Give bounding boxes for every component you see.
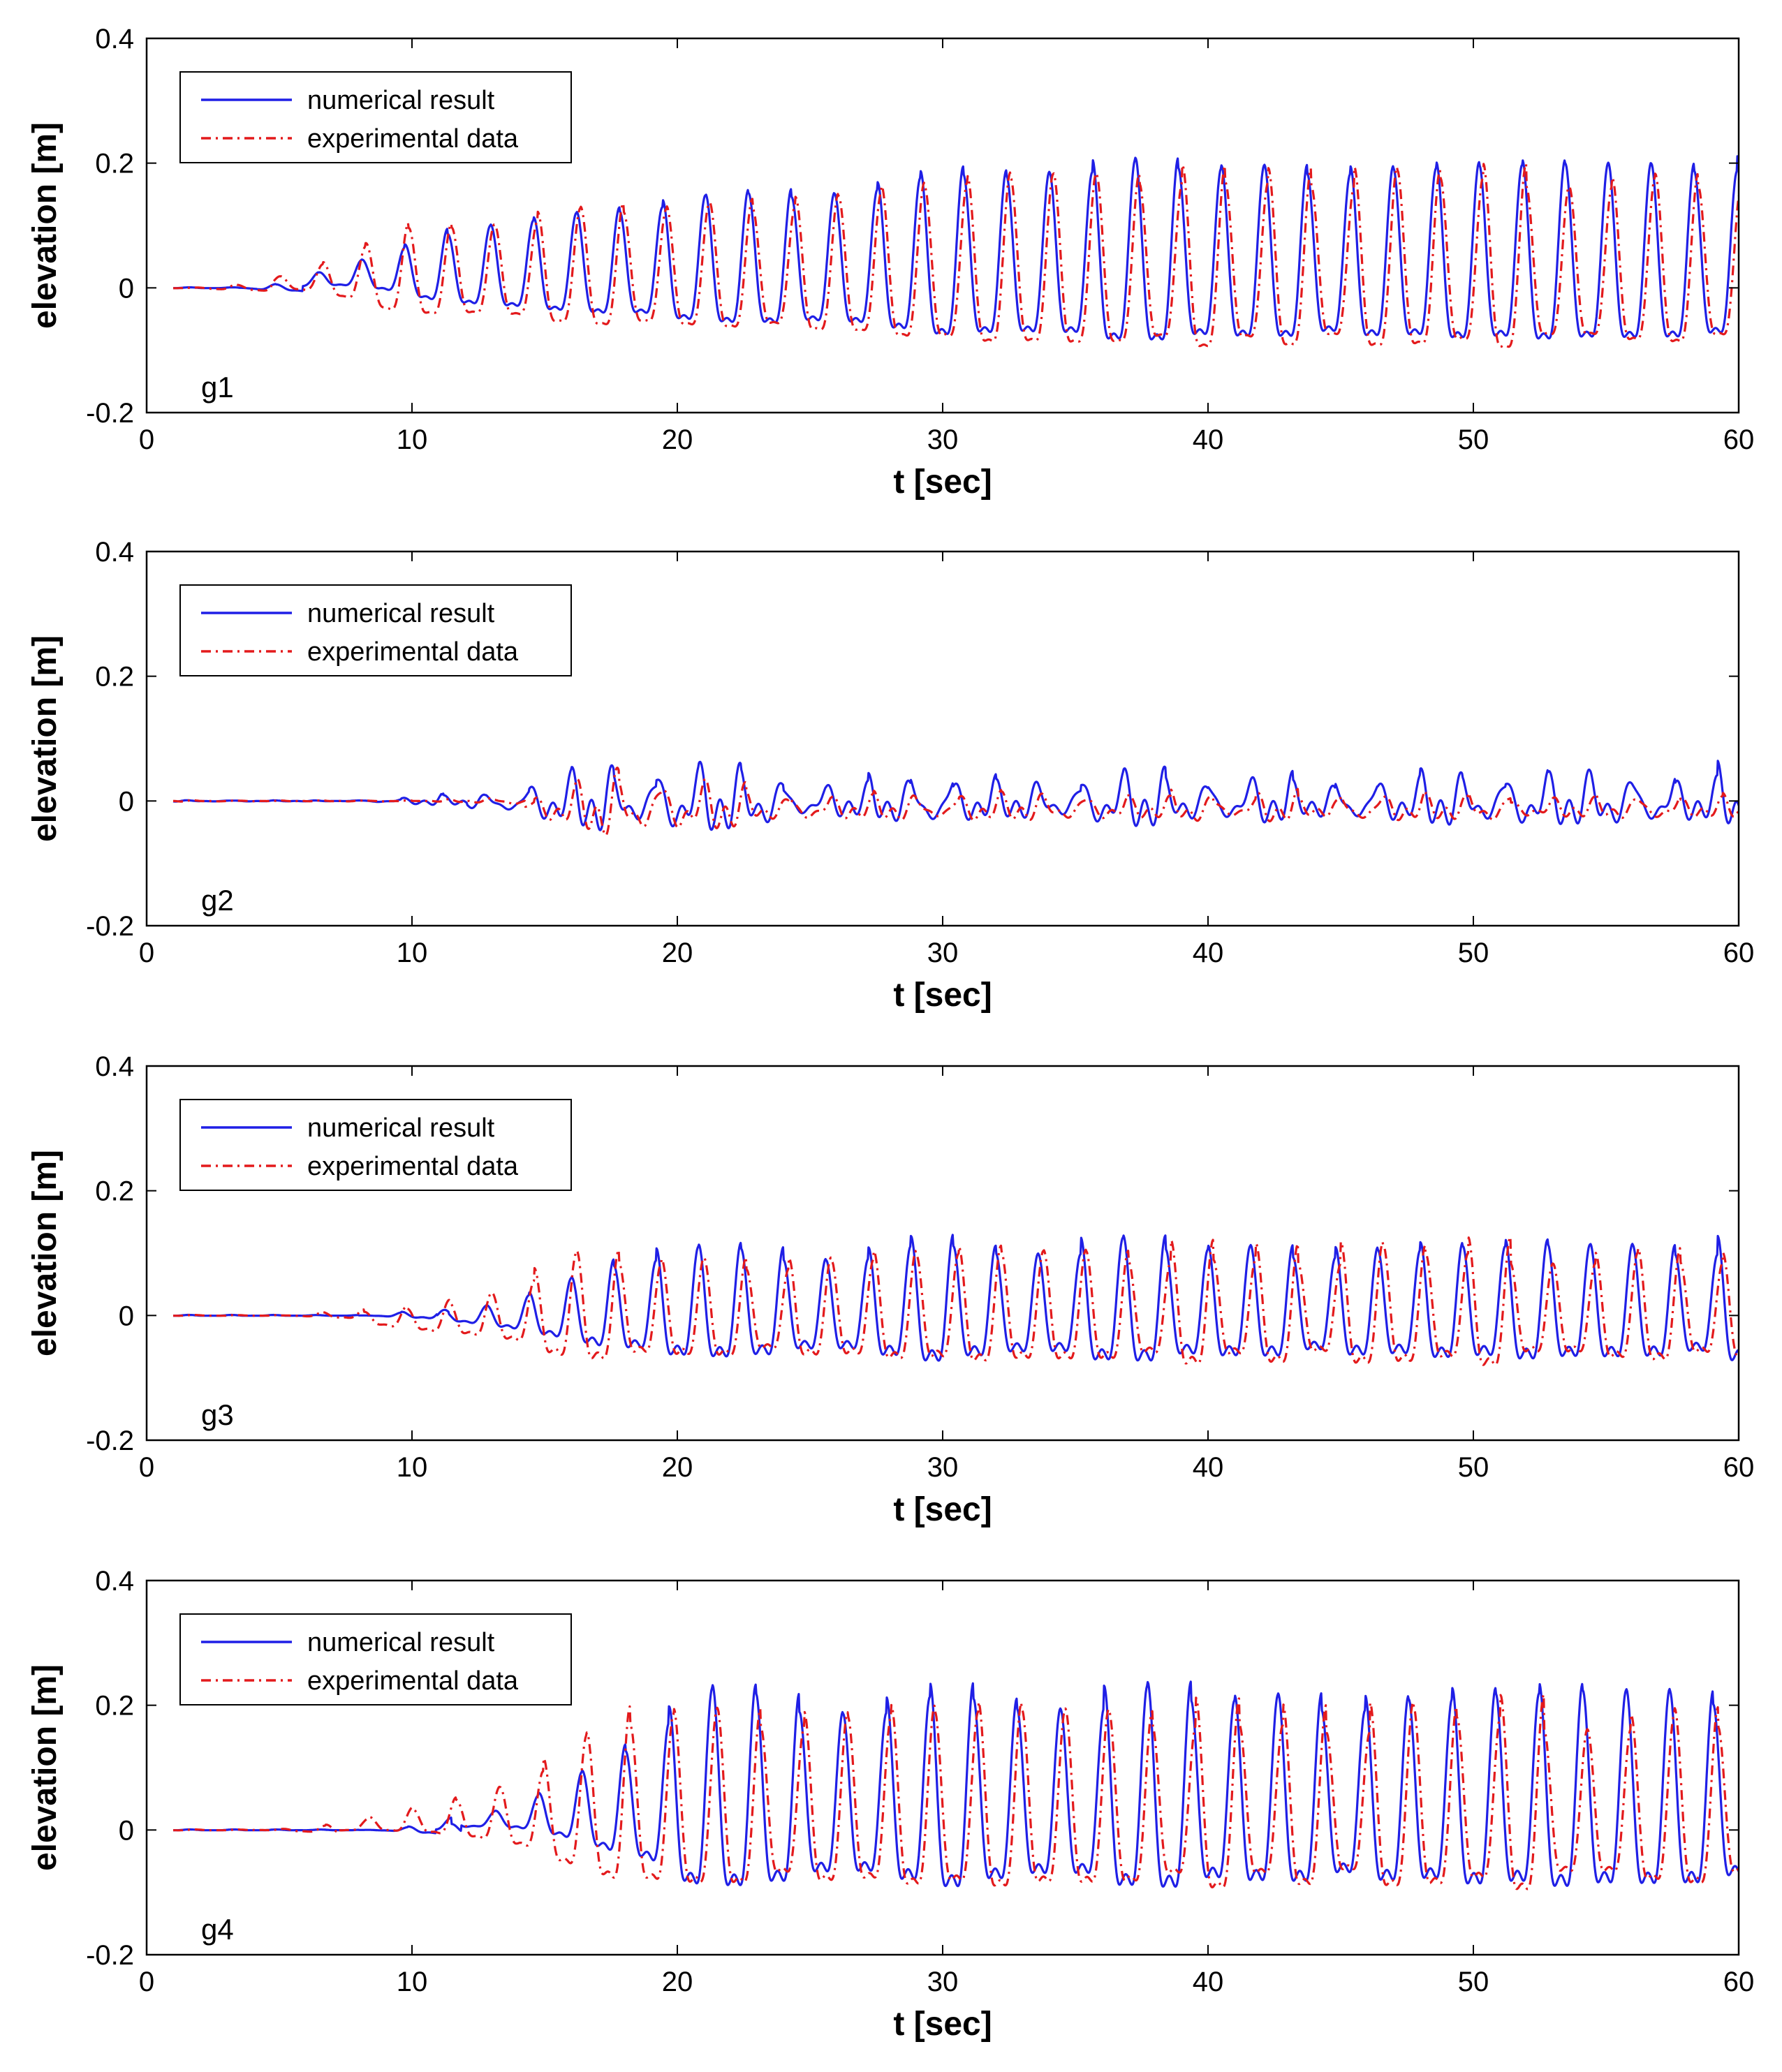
x-tick-label: 0 (139, 424, 154, 455)
y-tick-label: 0.4 (95, 1051, 134, 1082)
legend-label: numerical result (307, 599, 495, 628)
panel-label: g4 (201, 1913, 234, 1946)
x-tick-label: 40 (1193, 1452, 1224, 1483)
x-tick-label: 40 (1193, 424, 1224, 455)
series-line-experimental-data (172, 1236, 1739, 1366)
series-line-experimental-data (172, 162, 1739, 348)
x-tick-label: 60 (1723, 424, 1755, 455)
y-tick-label: -0.2 (86, 911, 134, 942)
y-tick-label: 0.2 (95, 149, 134, 179)
legend-box (179, 71, 572, 163)
x-tick-label: 50 (1458, 1452, 1489, 1483)
y-tick-label: 0 (119, 273, 134, 304)
series-line-numerical-result (172, 1234, 1739, 1362)
y-tick-label: -0.2 (86, 1426, 134, 1456)
x-tick-label: 50 (1458, 1967, 1489, 1997)
x-tick-label: 30 (927, 424, 959, 455)
x-tick-label: 60 (1723, 1967, 1755, 1997)
x-tick-label: 0 (139, 1967, 154, 1997)
plot-frame (145, 1065, 1740, 1442)
x-tick-label: 30 (927, 1967, 959, 1997)
legend-label: experimental data (307, 637, 519, 667)
x-tick-label: 40 (1193, 1967, 1224, 1997)
y-tick-label: -0.2 (86, 1940, 134, 1971)
x-tick-label: 40 (1193, 938, 1224, 968)
x-tick-label: 20 (662, 424, 693, 455)
y-axis-title: elevation [m] (27, 635, 64, 842)
panel-label: g1 (201, 371, 234, 404)
panel-g1: 0 10 20 30 40 50 60-0.200.20.4t [sec]elevation… (27, 24, 1754, 501)
y-tick-label: 0 (119, 1815, 134, 1846)
legend-label: numerical result (307, 1628, 495, 1657)
legend-box (179, 1099, 572, 1191)
x-tick-label: 60 (1723, 1452, 1755, 1483)
series-group (172, 760, 1739, 837)
series-line-experimental-data (172, 767, 1739, 837)
legend-label: experimental data (307, 1666, 519, 1696)
x-tick-label: 20 (662, 1452, 693, 1483)
x-tick-label: 0 (139, 938, 154, 968)
series-line-numerical-result (172, 1680, 1739, 1888)
y-tick-label: 0.4 (95, 1566, 134, 1597)
legend-label: experimental data (307, 1152, 519, 1181)
y-tick-label: 0 (119, 1301, 134, 1331)
panel-label: g2 (201, 884, 234, 917)
x-tick-label: 0 (139, 1452, 154, 1483)
x-tick-label: 50 (1458, 424, 1489, 455)
y-tick-label: 0.2 (95, 1691, 134, 1722)
series-group (172, 1680, 1739, 1890)
series-group (172, 1234, 1739, 1366)
legend-label: numerical result (307, 1113, 495, 1143)
series-group (172, 155, 1739, 348)
plot-frame (145, 37, 1740, 414)
series-line-numerical-result (172, 155, 1739, 341)
panel-g2: 0 10 20 30 40 50 60-0.200.20.4t [sec]elevation… (27, 537, 1754, 1014)
x-tick-label: 60 (1723, 938, 1755, 968)
y-tick-label: 0.2 (95, 1176, 134, 1207)
y-tick-label: 0.2 (95, 662, 134, 693)
legend-box (179, 584, 572, 676)
legend: numerical result experimental data (179, 584, 572, 676)
plot-frame (145, 1579, 1740, 1956)
legend-label: experimental data (307, 124, 519, 154)
x-axis-title: t [sec] (893, 464, 992, 501)
x-tick-label: 50 (1458, 938, 1489, 968)
y-axis-title: elevation [m] (27, 1150, 64, 1356)
x-tick-label: 20 (662, 938, 693, 968)
plot-frame (145, 550, 1740, 927)
x-axis-title: t [sec] (893, 977, 992, 1014)
legend-label: numerical result (307, 86, 495, 115)
x-tick-label: 10 (397, 1452, 428, 1483)
legend: numerical result experimental data (179, 1613, 572, 1705)
legend: numerical result experimental data (179, 71, 572, 163)
y-axis-title: elevation [m] (27, 122, 64, 329)
x-axis-title: t [sec] (893, 2006, 992, 2043)
y-axis-title: elevation [m] (27, 1664, 64, 1871)
y-tick-label: 0.4 (95, 24, 134, 54)
y-tick-label: 0.4 (95, 537, 134, 568)
x-tick-label: 30 (927, 1452, 959, 1483)
series-line-numerical-result (172, 760, 1739, 831)
x-tick-label: 30 (927, 938, 959, 968)
x-axis-title: t [sec] (893, 1491, 992, 1528)
x-tick-label: 10 (397, 938, 428, 968)
series-line-experimental-data (172, 1693, 1739, 1890)
panel-g3: 0 10 20 30 40 50 60-0.200.20.4t [sec]elevation… (27, 1051, 1754, 1528)
x-tick-label: 10 (397, 424, 428, 455)
panel-g4: 0 10 20 30 40 50 60-0.200.20.4t [sec]elevation… (27, 1566, 1754, 2043)
x-tick-label: 10 (397, 1967, 428, 1997)
legend: numerical result experimental data (179, 1099, 572, 1191)
x-tick-label: 20 (662, 1967, 693, 1997)
legend-box (179, 1613, 572, 1705)
y-tick-label: -0.2 (86, 398, 134, 429)
y-tick-label: 0 (119, 786, 134, 817)
panel-label: g3 (201, 1398, 234, 1431)
